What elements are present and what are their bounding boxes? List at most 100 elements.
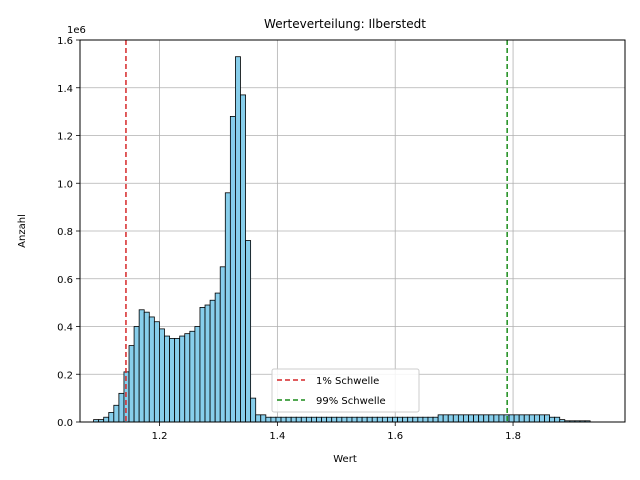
y-axis-label: Anzahl xyxy=(17,214,28,248)
histogram-bar xyxy=(229,116,236,423)
histogram-bar xyxy=(341,416,348,423)
histogram-bar xyxy=(447,414,454,423)
histogram-bar xyxy=(407,416,414,423)
y-tick-label: 0.6 xyxy=(57,275,73,286)
histogram-bar xyxy=(316,416,322,423)
histogram-bar xyxy=(513,414,520,423)
histogram-bar xyxy=(224,192,231,423)
histogram-bar xyxy=(219,266,226,423)
x-tick-label: 1.6 xyxy=(387,431,403,442)
histogram-bar xyxy=(478,414,485,423)
histogram-bar xyxy=(118,392,125,423)
histogram-bar xyxy=(189,330,196,423)
y-tick-label: 0.4 xyxy=(57,323,73,334)
histogram-bar xyxy=(295,416,302,423)
histogram-bar xyxy=(533,414,540,423)
legend-label-1pct: 1% Schwelle xyxy=(316,376,379,387)
histogram-bar xyxy=(179,335,186,423)
histogram-bar xyxy=(336,416,343,423)
y-tick-label: 1.0 xyxy=(57,179,73,190)
histogram-bar xyxy=(133,326,140,423)
histogram-bar xyxy=(412,416,419,423)
y-offset-label: 1e6 xyxy=(67,25,86,36)
x-axis-ticks: 1.2 1.4 1.6 1.8 xyxy=(152,422,521,442)
histogram-bar xyxy=(361,416,368,423)
histogram-bar xyxy=(387,416,393,423)
histogram-bar xyxy=(164,335,170,423)
y-tick-label: 1.6 xyxy=(57,36,73,47)
histogram-bars xyxy=(93,56,591,423)
y-tick-label: 0.2 xyxy=(57,370,73,381)
y-axis-ticks: 0.0 0.2 0.4 0.6 0.8 1.0 1.2 1.4 1.6 xyxy=(57,36,80,429)
histogram-bar xyxy=(265,416,272,423)
histogram-bar xyxy=(128,345,135,423)
x-tick-label: 1.8 xyxy=(505,431,521,442)
histogram-bar xyxy=(169,338,176,423)
histogram-bar xyxy=(305,416,312,423)
histogram-bar xyxy=(427,416,434,423)
histogram-bar xyxy=(392,416,398,423)
y-tick-label: 0.0 xyxy=(57,418,73,429)
histogram-bar xyxy=(371,416,378,423)
histogram-bar xyxy=(463,414,469,423)
histogram-bar xyxy=(483,414,490,423)
histogram-bar xyxy=(366,416,373,423)
histogram-bar xyxy=(381,416,388,423)
histogram-bar xyxy=(148,316,155,423)
histogram-bar xyxy=(214,292,221,423)
histogram-bar xyxy=(159,328,165,423)
histogram-bar xyxy=(468,414,474,423)
chart-title: Werteverteilung: Ilberstedt xyxy=(264,17,426,31)
y-tick-label: 1.4 xyxy=(57,84,73,95)
histogram-bar xyxy=(255,414,262,423)
histogram-bar xyxy=(204,304,211,423)
legend-label-99pct: 99% Schwelle xyxy=(316,396,386,407)
histogram-bar xyxy=(452,414,459,423)
histogram-bar xyxy=(311,416,317,423)
legend: 1% Schwelle 99% Schwelle xyxy=(271,368,420,413)
histogram-bar xyxy=(544,414,550,423)
histogram-bar xyxy=(153,321,160,423)
histogram-bar xyxy=(432,416,439,423)
histogram-bar xyxy=(250,397,257,423)
y-tick-label: 1.2 xyxy=(57,132,73,143)
histogram-bar xyxy=(280,416,287,423)
histogram-bar xyxy=(143,311,150,423)
histogram-bar xyxy=(184,333,191,423)
histogram-bar xyxy=(113,404,120,423)
histogram-bar xyxy=(346,416,353,423)
histogram-bar xyxy=(194,326,201,423)
histogram-bar xyxy=(528,414,535,423)
histogram-bar xyxy=(285,416,292,423)
x-tick-label: 1.4 xyxy=(269,431,285,442)
histogram-bar xyxy=(518,414,525,423)
histogram-bar xyxy=(437,414,444,423)
histogram-bar xyxy=(417,416,424,423)
histogram-bar xyxy=(351,416,358,423)
histogram-bar xyxy=(356,416,363,423)
histogram-bar xyxy=(397,416,404,423)
histogram-bar xyxy=(549,416,556,423)
histogram-bar xyxy=(442,414,449,423)
y-tick-label: 0.8 xyxy=(57,227,73,238)
histogram-bar xyxy=(488,414,495,423)
histogram-bar xyxy=(508,414,515,423)
histogram-bar xyxy=(498,414,505,423)
histogram-bar xyxy=(245,240,252,423)
histogram-bar xyxy=(376,416,383,423)
histogram-bar xyxy=(235,56,241,423)
histogram-bar xyxy=(473,414,480,423)
histogram-bar xyxy=(290,416,297,423)
histogram-bar xyxy=(523,414,530,423)
histogram-bar xyxy=(138,309,145,423)
histogram-bar xyxy=(108,412,115,423)
histogram-bar xyxy=(103,416,110,423)
histogram-bar xyxy=(260,414,267,423)
histogram-bar xyxy=(326,416,333,423)
histogram-bar xyxy=(270,416,277,423)
histogram-bar xyxy=(199,306,206,423)
histogram-bar xyxy=(209,299,216,423)
x-tick-label: 1.2 xyxy=(152,431,168,442)
histogram-bar xyxy=(554,416,561,423)
